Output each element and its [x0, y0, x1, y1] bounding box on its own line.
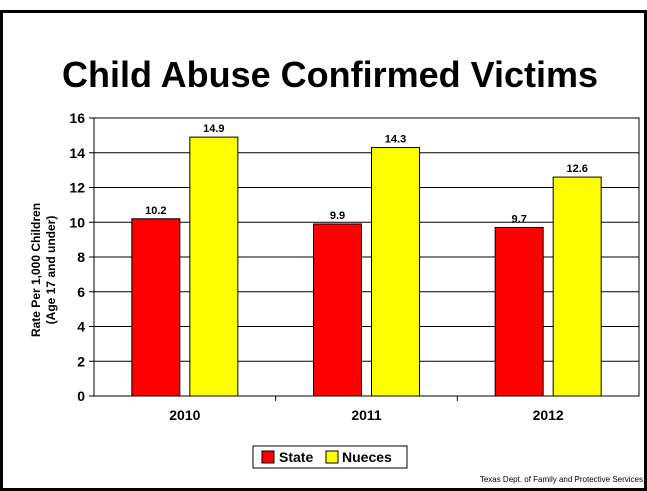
slide-frame: [0, 10, 647, 491]
bar-state-2011: [313, 223, 362, 397]
y-axis-label: Rate Per 1,000 Children (Age 17 and unde…: [29, 203, 58, 337]
bar-nueces-2012: [552, 176, 602, 397]
y-tick-label: 0: [77, 388, 85, 404]
legend-label-state: State: [279, 449, 313, 465]
y-tick-label: 16: [69, 110, 85, 126]
legend-swatch-state: [261, 450, 275, 464]
legend: State Nueces: [252, 445, 408, 469]
y-tick-label: 2: [77, 353, 85, 369]
y-tick-label: 6: [77, 284, 85, 300]
x-tick-label: 2011: [351, 407, 382, 423]
data-label-nueces-2010: 14.9: [203, 123, 224, 135]
y-axis-label-line-1: Rate Per 1,000 Children: [29, 203, 43, 337]
chart-title: Child Abuse Confirmed Victims: [62, 54, 598, 95]
legend-label-nueces: Nueces: [342, 449, 392, 465]
y-tick-label: 4: [77, 319, 85, 335]
y-tick-label: 8: [77, 249, 85, 265]
bar-state-2010: [131, 218, 181, 397]
data-labels: 10.2 14.9 9.9 14.3 9.7 12.6: [145, 123, 588, 225]
bar-nueces-2011: [371, 147, 420, 397]
x-tick-label: 2012: [533, 407, 564, 423]
x-tick-label: 2010: [169, 407, 200, 423]
data-label-nueces-2011: 14.3: [385, 134, 406, 146]
axes: 0 2 4 6 8 10 12 14 16 2010 2011 2012: [69, 110, 640, 423]
bar-nueces-2010: [189, 136, 239, 397]
bar-state-2012: [494, 226, 544, 397]
y-axis-label-line-2: (Age 17 and under): [44, 216, 58, 325]
y-tick-label: 12: [69, 180, 85, 196]
data-label-nueces-2012: 12.6: [566, 163, 587, 175]
source-note: Texas Dept. of Family and Protective Ser…: [480, 475, 643, 484]
data-label-state-2010: 10.2: [145, 205, 166, 217]
y-tick-label: 14: [69, 145, 85, 161]
bars: [131, 136, 602, 397]
data-label-state-2012: 9.7: [512, 213, 527, 225]
y-tick-label: 10: [69, 214, 85, 230]
data-label-state-2011: 9.9: [330, 210, 345, 222]
plot-area-border: [93, 117, 640, 397]
legend-swatch-nueces: [325, 450, 339, 464]
